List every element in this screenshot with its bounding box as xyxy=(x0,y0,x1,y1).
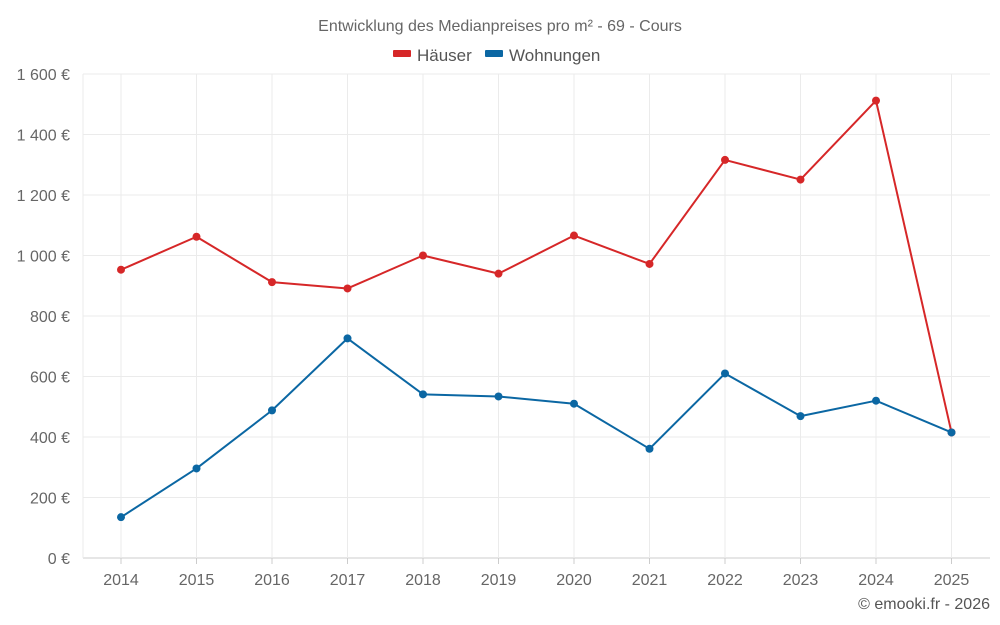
x-tick-label: 2023 xyxy=(783,572,819,589)
data-point-wohnungen[interactable] xyxy=(570,399,578,408)
y-tick-label: 1 400 € xyxy=(17,128,70,145)
axes: 0 € 200 € 400 € 600 € 800 € 1 000 € 1 200 € 1 4… xyxy=(17,67,970,589)
data-point-haeuser[interactable] xyxy=(645,259,654,268)
legend-label-wohnungen: Wohnungen xyxy=(509,46,600,65)
x-tick-label: 2025 xyxy=(934,572,970,589)
legend: Häuser Wohnungen xyxy=(393,46,600,65)
data-point-wohnungen[interactable] xyxy=(872,396,880,405)
credit-text: © emooki.fr - 2026 xyxy=(858,596,990,613)
data-point-wohnungen[interactable] xyxy=(343,334,352,343)
y-tick-label: 1 000 € xyxy=(17,249,70,266)
x-tick-label: 2016 xyxy=(254,572,290,589)
series-line-wohnungen xyxy=(120,337,953,519)
y-tick-label: 200 € xyxy=(30,491,70,508)
legend-item-haeuser[interactable]: Häuser xyxy=(393,46,472,65)
data-point-wohnungen[interactable] xyxy=(192,464,201,473)
legend-label-haeuser: Häuser xyxy=(417,46,472,65)
data-point-haeuser[interactable] xyxy=(268,278,276,287)
y-tick-label: 600 € xyxy=(30,370,70,387)
y-tick-label: 0 € xyxy=(48,551,70,568)
x-tick-label: 2021 xyxy=(632,572,668,589)
series-layer xyxy=(117,96,956,522)
x-tick-label: 2022 xyxy=(707,572,743,589)
data-point-haeuser[interactable] xyxy=(570,231,578,240)
legend-item-wohnungen[interactable]: Wohnungen xyxy=(485,46,600,65)
data-point-haeuser[interactable] xyxy=(419,251,427,260)
x-tick-label: 2015 xyxy=(179,572,215,589)
data-point-wohnungen[interactable] xyxy=(645,444,654,453)
y-tick-label: 800 € xyxy=(30,309,70,326)
series-line-haeuser xyxy=(120,99,953,434)
y-tick-label: 400 € xyxy=(30,430,70,447)
series-wohnungen xyxy=(117,334,956,522)
data-point-wohnungen[interactable] xyxy=(268,406,276,415)
data-point-haeuser[interactable] xyxy=(192,232,201,241)
x-tick-label: 2017 xyxy=(330,572,366,589)
data-point-wohnungen[interactable] xyxy=(721,369,729,378)
data-point-haeuser[interactable] xyxy=(721,155,729,164)
data-point-wohnungen[interactable] xyxy=(117,513,125,522)
data-point-wohnungen[interactable] xyxy=(419,390,427,399)
grid xyxy=(83,73,990,559)
x-tick-label: 2018 xyxy=(405,572,441,589)
data-point-wohnungen[interactable] xyxy=(947,428,956,437)
data-point-haeuser[interactable] xyxy=(343,284,352,293)
legend-swatch-haeuser xyxy=(393,50,411,57)
x-tick-label: 2014 xyxy=(103,572,139,589)
data-point-haeuser[interactable] xyxy=(494,269,503,278)
data-point-wohnungen[interactable] xyxy=(494,392,503,401)
data-point-haeuser[interactable] xyxy=(796,175,805,184)
x-tick-label: 2020 xyxy=(556,572,592,589)
data-point-haeuser[interactable] xyxy=(872,96,880,105)
data-point-wohnungen[interactable] xyxy=(796,412,805,421)
x-tick-label: 2024 xyxy=(858,572,894,589)
y-tick-label: 1 600 € xyxy=(17,67,70,84)
y-tick-label: 1 200 € xyxy=(17,188,70,205)
x-tick-label: 2019 xyxy=(481,572,517,589)
series-haeuser xyxy=(117,96,956,437)
data-point-haeuser[interactable] xyxy=(117,265,125,274)
legend-swatch-wohnungen xyxy=(485,50,503,57)
chart-title: Entwicklung des Medianpreises pro m² - 6… xyxy=(318,18,682,35)
